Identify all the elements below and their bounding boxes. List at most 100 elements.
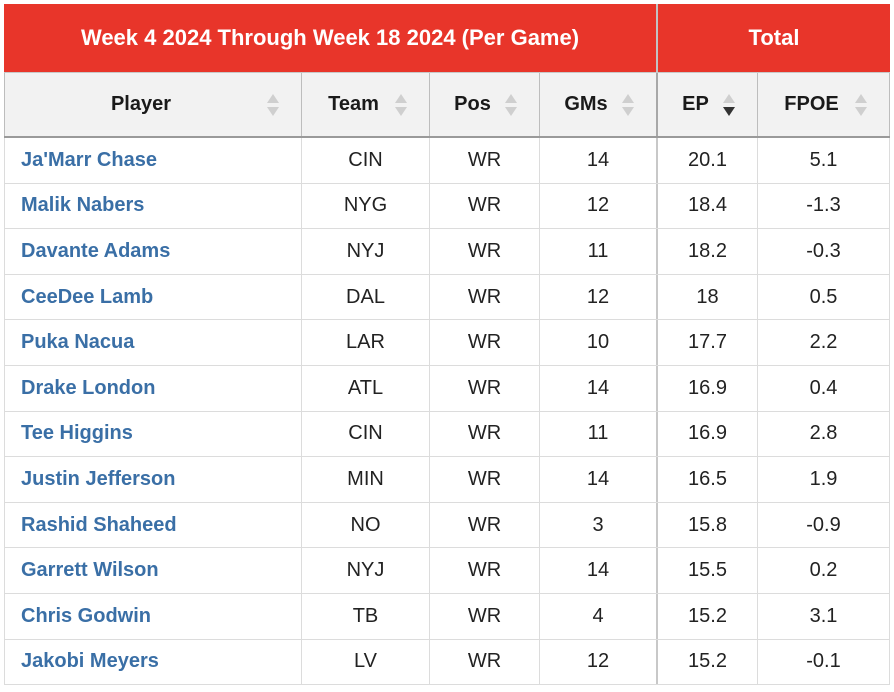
pos-cell: WR [430, 365, 540, 411]
pos-cell: WR [430, 183, 540, 229]
ep-cell: 18.2 [658, 229, 758, 274]
pos-cell: WR [430, 457, 540, 502]
column-header-row: Player Team Pos GMs EP FPOE [4, 72, 890, 138]
ep-cell: 16.5 [658, 457, 758, 502]
ep-cell: 16.9 [658, 411, 758, 457]
pos-cell: WR [430, 593, 540, 639]
gms-cell: 14 [540, 457, 658, 502]
team-cell: LAR [302, 320, 430, 365]
player-link[interactable]: Garrett Wilson [4, 548, 302, 593]
player-link[interactable]: Justin Jefferson [4, 457, 302, 502]
column-label-player: Player [110, 93, 172, 115]
table-row: Rashid Shaheed NO WR 3 15.8 -0.9 [4, 502, 890, 549]
ep-cell: 18.4 [658, 183, 758, 229]
table-row: CeeDee Lamb DAL WR 12 18 0.5 [4, 274, 890, 321]
fpoe-cell: 0.5 [758, 274, 890, 320]
pos-cell: WR [430, 320, 540, 365]
player-link[interactable]: Puka Nacua [4, 320, 302, 365]
sort-descending-icon [723, 93, 735, 116]
sort-icon [267, 93, 279, 116]
column-header-player[interactable]: Player [4, 73, 302, 136]
column-label-ep: EP [682, 93, 709, 115]
pos-cell: WR [430, 229, 540, 274]
player-link[interactable]: CeeDee Lamb [4, 274, 302, 320]
stats-table: Week 4 2024 Through Week 18 2024 (Per Ga… [4, 4, 890, 692]
ep-cell: 15.8 [658, 502, 758, 548]
ep-cell: 15.2 [658, 593, 758, 639]
gms-cell: 3 [540, 502, 658, 548]
table-row: Garrett Wilson NYJ WR 14 15.5 0.2 [4, 548, 890, 594]
table-row: Ja'Marr Chase CIN WR 14 20.1 5.1 [4, 138, 890, 184]
ep-cell: 15.5 [658, 548, 758, 593]
sort-icon [622, 93, 634, 116]
group-header-total: Total [658, 4, 890, 72]
ep-cell: 15.2 [658, 639, 758, 685]
player-link[interactable]: Davante Adams [4, 229, 302, 274]
fpoe-cell: 0.2 [758, 548, 890, 593]
pos-cell: WR [430, 502, 540, 548]
column-header-team[interactable]: Team [302, 73, 430, 136]
team-cell: NO [302, 502, 430, 548]
table-row: Drake London ATL WR 14 16.9 0.4 [4, 365, 890, 412]
gms-cell: 12 [540, 183, 658, 229]
gms-cell: 14 [540, 138, 658, 183]
player-link[interactable]: Chris Godwin [4, 593, 302, 639]
gms-cell: 10 [540, 320, 658, 365]
fpoe-cell: 2.8 [758, 411, 890, 457]
table-row: Malik Nabers NYG WR 12 18.4 -1.3 [4, 183, 890, 230]
player-link[interactable]: Rashid Shaheed [4, 502, 302, 548]
fpoe-cell: 2.2 [758, 320, 890, 365]
player-link[interactable]: Ja'Marr Chase [4, 138, 302, 183]
gms-cell: 14 [540, 365, 658, 411]
pos-cell: WR [430, 639, 540, 685]
pos-cell: WR [430, 411, 540, 457]
column-header-fpoe[interactable]: FPOE [758, 73, 890, 136]
column-header-pos[interactable]: Pos [430, 73, 540, 136]
column-header-gms[interactable]: GMs [540, 73, 658, 136]
team-cell: DAL [302, 274, 430, 320]
team-cell: ATL [302, 365, 430, 411]
fpoe-cell: -1.3 [758, 183, 890, 229]
gms-cell: 12 [540, 639, 658, 685]
column-header-ep[interactable]: EP [658, 73, 758, 136]
group-header-row: Week 4 2024 Through Week 18 2024 (Per Ga… [4, 4, 890, 72]
column-label-gms: GMs [564, 93, 608, 115]
ep-cell: 17.7 [658, 320, 758, 365]
table-row: Davante Adams NYJ WR 11 18.2 -0.3 [4, 229, 890, 275]
team-cell: NYG [302, 183, 430, 229]
team-cell: LV [302, 639, 430, 685]
table-row: Justin Jefferson MIN WR 14 16.5 1.9 [4, 457, 890, 503]
table-row: Tee Higgins CIN WR 11 16.9 2.8 [4, 411, 890, 458]
player-link[interactable]: Tee Higgins [4, 411, 302, 457]
fpoe-cell: -0.3 [758, 229, 890, 274]
fpoe-cell: -0.9 [758, 502, 890, 548]
fpoe-cell: 5.1 [758, 138, 890, 183]
player-link[interactable]: Drake London [4, 365, 302, 411]
fpoe-cell: 1.9 [758, 457, 890, 502]
fpoe-cell: -0.1 [758, 639, 890, 685]
column-label-team: Team [328, 93, 379, 115]
sort-icon [505, 93, 517, 116]
fpoe-cell: 0.4 [758, 365, 890, 411]
player-link[interactable]: Malik Nabers [4, 183, 302, 229]
column-label-pos: Pos [454, 93, 491, 115]
team-cell: NYJ [302, 548, 430, 593]
sort-icon [855, 93, 867, 116]
gms-cell: 14 [540, 548, 658, 593]
pos-cell: WR [430, 138, 540, 183]
team-cell: CIN [302, 138, 430, 183]
group-header-per-game: Week 4 2024 Through Week 18 2024 (Per Ga… [4, 4, 658, 72]
ep-cell: 18 [658, 274, 758, 320]
team-cell: TB [302, 593, 430, 639]
table-row: Chris Godwin TB WR 4 15.2 3.1 [4, 593, 890, 640]
team-cell: NYJ [302, 229, 430, 274]
table-row: Jakobi Meyers LV WR 12 15.2 -0.1 [4, 639, 890, 686]
ep-cell: 20.1 [658, 138, 758, 183]
table-row: Puka Nacua LAR WR 10 17.7 2.2 [4, 320, 890, 366]
table-body: Ja'Marr Chase CIN WR 14 20.1 5.1 Malik N… [4, 138, 890, 686]
column-label-fpoe: FPOE [784, 93, 839, 115]
pos-cell: WR [430, 274, 540, 320]
fpoe-cell: 3.1 [758, 593, 890, 639]
sort-icon [395, 93, 407, 116]
player-link[interactable]: Jakobi Meyers [4, 639, 302, 685]
